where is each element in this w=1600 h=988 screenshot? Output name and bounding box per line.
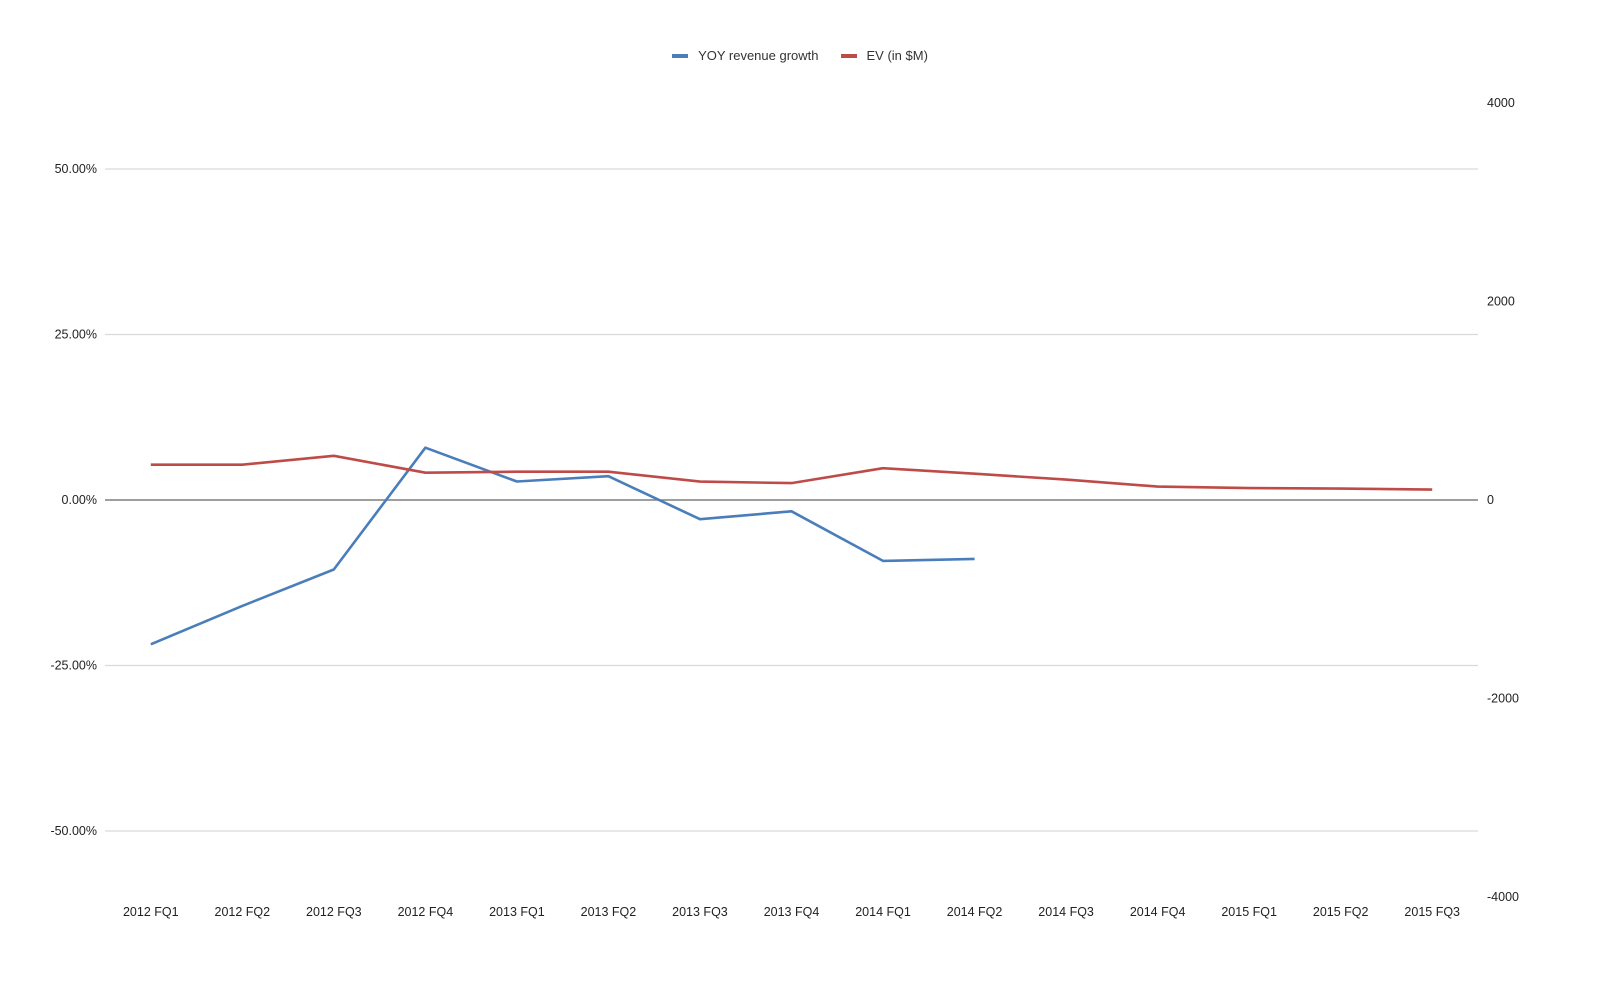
- legend-item-yoy: YOY revenue growth: [672, 48, 819, 63]
- x-axis-tick-label: 2012 FQ4: [398, 905, 454, 919]
- right-axis-tick-label: -4000: [1487, 890, 1519, 904]
- x-axis-ticks: 2012 FQ1 2012 FQ2 2012 FQ3 2012 FQ4 2013 FQ1…: [123, 905, 1460, 919]
- legend-label-ev: EV (in $M): [866, 48, 928, 63]
- right-axis-tick-label: -2000: [1487, 692, 1519, 706]
- legend-item-ev: EV (in $M): [840, 48, 928, 63]
- right-axis-ticks: -4000 -2000 0 2000 4000: [1487, 96, 1519, 904]
- series-line-yoy-revenue-growth: [150, 446, 975, 646]
- x-axis-tick-label: 2014 FQ1: [855, 905, 911, 919]
- right-axis-tick-label: 4000: [1487, 96, 1515, 110]
- left-axis-tick-label: -50.00%: [50, 824, 97, 838]
- x-axis-tick-label: 2014 FQ4: [1130, 905, 1186, 919]
- left-axis-tick-label: 0.00%: [62, 493, 97, 507]
- legend-swatch-yoy: [672, 53, 689, 58]
- x-axis-tick-label: 2013 FQ2: [581, 905, 637, 919]
- left-axis-tick-label: -25.00%: [50, 659, 97, 673]
- x-axis-tick-label: 2015 FQ2: [1313, 905, 1369, 919]
- right-axis-tick-label: 0: [1487, 493, 1494, 507]
- gridlines: [105, 168, 1478, 832]
- x-axis-tick-label: 2012 FQ2: [215, 905, 271, 919]
- left-axis-tick-label: 50.00%: [55, 162, 97, 176]
- legend: YOY revenue growth EV (in $M): [0, 48, 1600, 63]
- right-axis-tick-label: 2000: [1487, 294, 1515, 308]
- series-lines: [150, 446, 1433, 646]
- series-line-ev: [150, 454, 1433, 491]
- x-axis-tick-label: 2013 FQ1: [489, 905, 545, 919]
- legend-label-yoy: YOY revenue growth: [698, 48, 819, 63]
- x-axis-tick-label: 2012 FQ1: [123, 905, 179, 919]
- legend-swatch-ev: [840, 53, 857, 58]
- x-axis-tick-label: 2015 FQ3: [1404, 905, 1460, 919]
- left-axis-tick-label: 25.00%: [55, 328, 97, 342]
- x-axis-tick-label: 2013 FQ3: [672, 905, 728, 919]
- x-axis-tick-label: 2015 FQ1: [1221, 905, 1277, 919]
- x-axis-tick-label: 2012 FQ3: [306, 905, 362, 919]
- x-axis-tick-label: 2013 FQ4: [764, 905, 820, 919]
- left-axis-ticks: -50.00% -25.00% 0.00% 25.00% 50.00%: [50, 162, 97, 838]
- x-axis-tick-label: 2014 FQ3: [1038, 905, 1094, 919]
- x-axis-tick-label: 2014 FQ2: [947, 905, 1003, 919]
